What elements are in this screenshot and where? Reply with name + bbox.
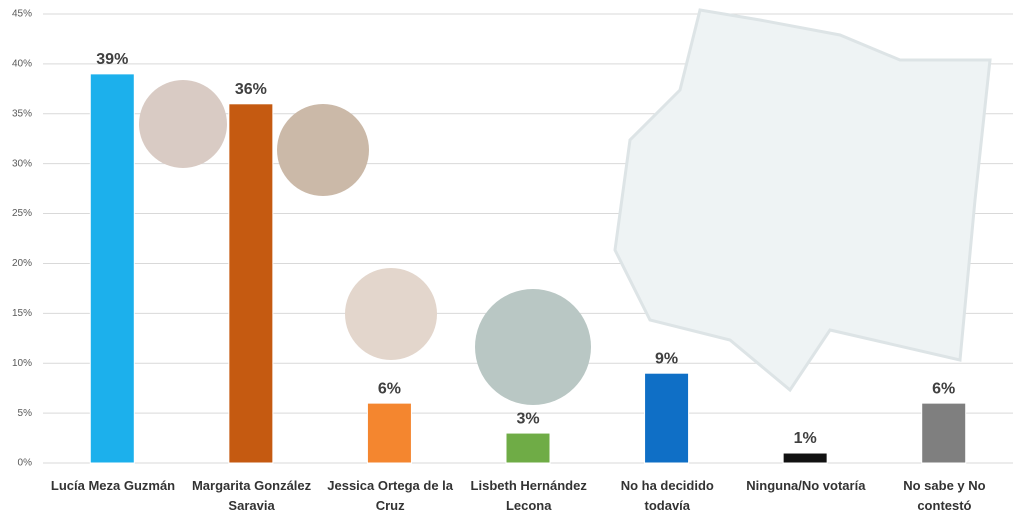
bar — [89, 73, 135, 464]
x-tick-label: Lucía Meza Guzmán — [50, 478, 176, 493]
y-tick-label: 40% — [12, 59, 32, 70]
bar — [782, 452, 828, 464]
y-tick-label: 30% — [12, 158, 32, 169]
data-label: 36% — [235, 81, 267, 98]
data-label: 3% — [516, 410, 539, 427]
y-tick-label: 35% — [12, 108, 32, 119]
bar — [505, 432, 551, 464]
data-label: 6% — [932, 380, 955, 397]
bar — [644, 372, 690, 464]
y-tick-label: 15% — [12, 308, 32, 319]
bar — [921, 402, 967, 464]
y-tick-label: 20% — [12, 258, 32, 269]
portrait — [345, 268, 437, 360]
x-tick-label: No ha decidido todavía — [620, 478, 714, 513]
portrait — [475, 289, 591, 405]
bar — [228, 103, 274, 464]
y-tick-label: 25% — [12, 208, 32, 219]
x-tick-label: No sabe y No contestó — [903, 478, 986, 513]
x-tick-label: Ninguna/No votaría — [746, 478, 866, 493]
y-tick-label: 0% — [18, 458, 33, 469]
x-tick-label: Margarita González Saravia — [191, 478, 312, 513]
y-tick-label: 45% — [12, 9, 32, 20]
data-label: 6% — [378, 380, 401, 397]
data-label: 1% — [794, 430, 817, 447]
x-tick-label: Jessica Ortega de la Cruz — [327, 478, 454, 513]
portrait — [277, 104, 369, 196]
map-decoration — [613, 8, 992, 393]
bar — [366, 402, 412, 464]
x-tick-label: Lisbeth Hernández Lecona — [470, 478, 587, 513]
y-tick-label: 5% — [18, 408, 33, 419]
y-tick-label: 10% — [12, 358, 32, 369]
data-label: 9% — [655, 350, 678, 367]
data-label: 39% — [96, 51, 128, 68]
portrait — [139, 80, 227, 168]
